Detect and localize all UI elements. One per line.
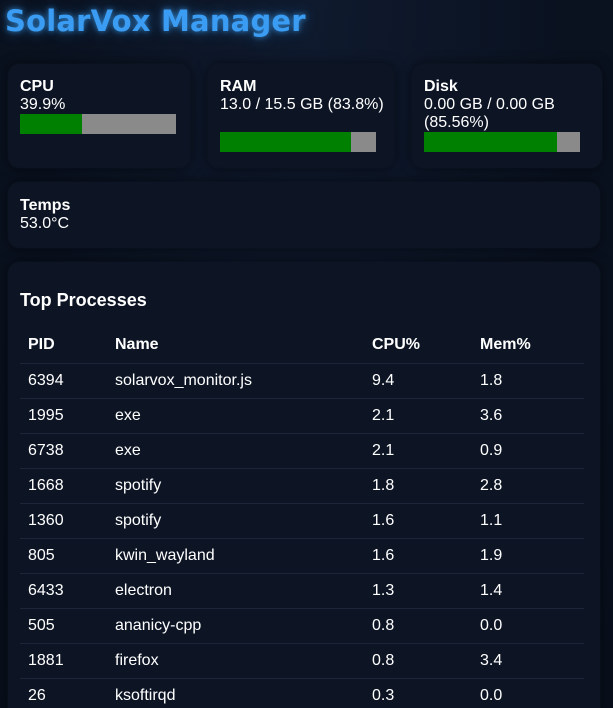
cell-cpu: 0.8 <box>364 643 472 679</box>
ram-card: RAM 13.0 / 15.5 GB (83.8%) <box>208 64 394 168</box>
cell-mem: 1.4 <box>472 573 584 609</box>
ram-label: RAM <box>220 78 257 95</box>
cell-name: exe <box>107 433 364 469</box>
table-row: 6433 electron 1.3 1.4 <box>20 573 584 609</box>
cell-cpu: 2.1 <box>364 398 472 434</box>
cpu-card: CPU 39.9% <box>8 64 190 168</box>
disk-value: 0.00 GB / 0.00 GB (85.56%) <box>424 96 555 131</box>
cpu-usage-bar <box>20 114 176 134</box>
cell-cpu: 0.8 <box>364 608 472 644</box>
cell-mem: 2.8 <box>472 468 584 504</box>
disk-label: Disk <box>424 78 458 95</box>
cpu-label: CPU <box>20 78 54 95</box>
temps-card: Temps 53.0°C <box>8 182 600 248</box>
cell-pid: 26 <box>20 678 107 708</box>
ram-usage-bar-fill <box>220 132 351 152</box>
table-row: 1995 exe 2.1 3.6 <box>20 398 584 434</box>
cell-mem: 3.6 <box>472 398 584 434</box>
disk-card: Disk 0.00 GB / 0.00 GB (85.56%) <box>412 64 602 168</box>
cell-mem: 0.0 <box>472 678 584 708</box>
cell-cpu: 1.6 <box>364 503 472 539</box>
table-row: 505 ananicy-cpp 0.8 0.0 <box>20 608 584 644</box>
table-row: 805 kwin_wayland 1.6 1.9 <box>20 538 584 574</box>
cell-pid: 1668 <box>20 468 107 504</box>
table-header-row: PID Name CPU% Mem% <box>20 327 584 364</box>
cpu-value: 39.9% <box>20 96 66 113</box>
cell-pid: 1360 <box>20 503 107 539</box>
cell-name: kwin_wayland <box>107 538 364 574</box>
table-row: 1360 spotify 1.6 1.1 <box>20 503 584 539</box>
cell-pid: 805 <box>20 538 107 574</box>
cell-pid: 505 <box>20 608 107 644</box>
temps-label: Temps <box>20 197 71 214</box>
processes-title: Top Processes <box>20 290 147 310</box>
cell-pid: 6738 <box>20 433 107 469</box>
cell-name: spotify <box>107 468 364 504</box>
cell-cpu: 9.4 <box>364 363 472 399</box>
table-row: 6738 exe 2.1 0.9 <box>20 433 584 469</box>
cpu-usage-bar-fill <box>20 114 83 134</box>
table-row: 6394 solarvox_monitor.js 9.4 1.8 <box>20 363 584 399</box>
cell-cpu: 0.3 <box>364 678 472 708</box>
cell-cpu: 2.1 <box>364 433 472 469</box>
table-row: 1668 spotify 1.8 2.8 <box>20 468 584 504</box>
cell-pid: 6394 <box>20 363 107 399</box>
cell-cpu: 1.8 <box>364 468 472 504</box>
table-row: 26 ksoftirqd 0.3 0.0 <box>20 678 584 708</box>
column-header-name: Name <box>107 327 364 364</box>
cell-cpu: 1.3 <box>364 573 472 609</box>
cell-mem: 1.9 <box>472 538 584 574</box>
cell-name: electron <box>107 573 364 609</box>
cell-mem: 1.8 <box>472 363 584 399</box>
ram-usage-bar <box>220 132 376 152</box>
processes-table-body: 6394 solarvox_monitor.js 9.4 1.8 1995 ex… <box>20 363 584 708</box>
cell-name: spotify <box>107 503 364 539</box>
cell-pid: 1881 <box>20 643 107 679</box>
temps-value: 53.0°C <box>20 215 70 232</box>
cell-name: ksoftirqd <box>107 678 364 708</box>
cell-mem: 1.1 <box>472 503 584 539</box>
app-title: SolarVox Manager <box>5 4 306 38</box>
cell-pid: 6433 <box>20 573 107 609</box>
processes-table: PID Name CPU% Mem% 6394 solarvox_monitor… <box>20 327 584 708</box>
disk-usage-bar-fill <box>424 132 558 152</box>
column-header-cpu: CPU% <box>364 327 472 364</box>
cell-name: solarvox_monitor.js <box>107 363 364 399</box>
ram-value: 13.0 / 15.5 GB (83.8%) <box>220 96 384 113</box>
disk-usage-bar <box>424 132 580 152</box>
column-header-mem: Mem% <box>472 327 584 364</box>
cell-name: ananicy-cpp <box>107 608 364 644</box>
processes-card: Top Processes PID Name CPU% Mem% 6394 so… <box>8 262 600 708</box>
cell-pid: 1995 <box>20 398 107 434</box>
cell-cpu: 1.6 <box>364 538 472 574</box>
column-header-pid: PID <box>20 327 107 364</box>
table-row: 1881 firefox 0.8 3.4 <box>20 643 584 679</box>
cell-mem: 3.4 <box>472 643 584 679</box>
cell-name: firefox <box>107 643 364 679</box>
cell-mem: 0.0 <box>472 608 584 644</box>
cell-mem: 0.9 <box>472 433 584 469</box>
cell-name: exe <box>107 398 364 434</box>
